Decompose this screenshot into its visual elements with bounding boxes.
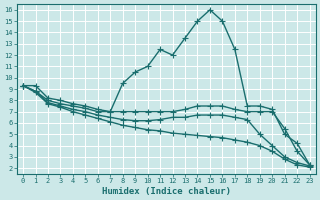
X-axis label: Humidex (Indice chaleur): Humidex (Indice chaleur) xyxy=(102,187,231,196)
